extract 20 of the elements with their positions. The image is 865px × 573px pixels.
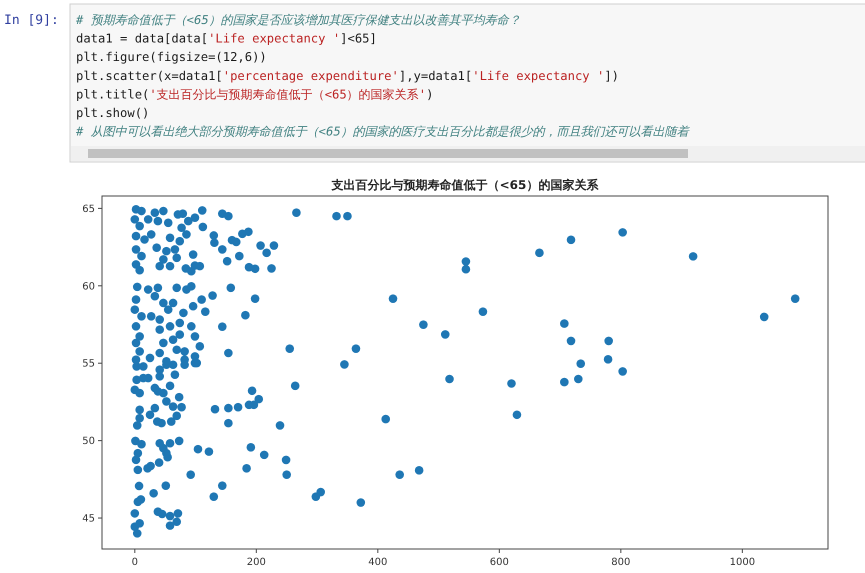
x-tick-label: 1000 [730,557,756,568]
text: # 预期寿命值低于（<65）的国家是否应该增加其医疗保健支出以改善其平均寿命？ [75,13,521,27]
y-tick-label: 55 [82,358,95,370]
text: plt.show() [76,106,150,120]
x-tick-label: 600 [490,557,509,568]
text: plt.figure(figsize=(12,6)) [76,50,267,64]
x-tick-label: 800 [611,557,630,568]
y-tick-label: 65 [82,204,95,215]
y-tick-label: 60 [82,281,95,292]
text: # 从图中可以看出绝大部分预期寿命值低于（<65）的国家的医疗支出百分比都是很少的，而且我们还可以看出随着 [75,124,691,139]
y-tick-label: 50 [82,436,95,448]
text: data1 = data[data['Life expectancy ']<65] [76,32,377,46]
text: plt.title('支出百分比与预期寿命值低于（<65）的国家关系') [76,87,434,102]
y-tick-label: 45 [82,514,95,525]
x-tick-label: 200 [246,557,266,568]
x-tick-label: 400 [368,557,388,568]
x-tick-label: 0 [132,557,138,568]
chart-title: 支出百分比与预期寿命值低于（<65）的国家关系 [330,178,600,192]
text: In [9]: [4,13,59,28]
text: plt.scatter(x=data1['percentage expenditure'],y=data1['Life expectancy ']) [76,68,619,83]
